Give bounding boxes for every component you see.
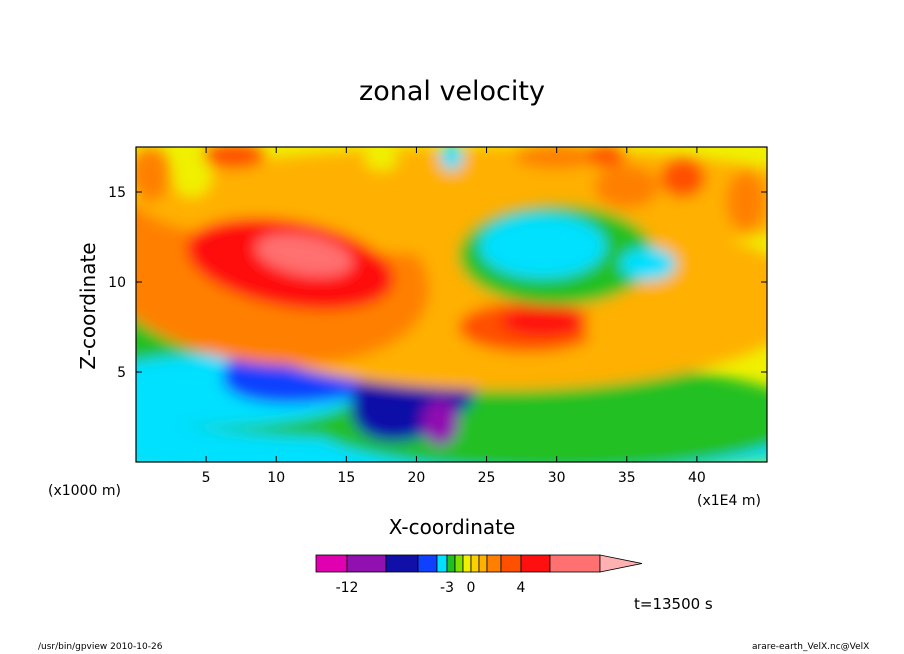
colorbar-segment-2 — [385, 554, 419, 573]
x-tick-label: 10 — [267, 470, 285, 486]
colorbar-segment-3 — [417, 554, 438, 573]
colorbar-arrow — [599, 554, 643, 573]
colorbar-segment-12 — [520, 554, 551, 573]
footer-right: arare-earth_VelX.nc@VelX — [752, 642, 870, 652]
y-tick-label: 15 — [108, 185, 126, 201]
velocity-region-7 — [136, 431, 221, 462]
velocity-region-17 — [479, 213, 606, 279]
velocity-region-26 — [440, 147, 463, 171]
velocity-region-27 — [364, 148, 399, 171]
velocity-region-22 — [203, 147, 265, 169]
y-tick-label: 5 — [117, 365, 126, 381]
x-tick-label: 20 — [408, 470, 426, 486]
x-tick-label: 5 — [202, 470, 211, 486]
x-tick-label: 35 — [618, 470, 636, 486]
footer-left: /usr/bin/gpview 2010-10-26 — [38, 642, 163, 652]
x-tick-label: 40 — [688, 470, 706, 486]
time-label: t=13500 s — [634, 595, 713, 613]
velocity-region-28 — [136, 147, 172, 201]
x-axis-label: X-coordinate — [388, 515, 516, 539]
colorbar-label: -12 — [336, 580, 359, 596]
velocity-region-14 — [500, 307, 585, 336]
velocity-region-21 — [726, 170, 766, 232]
colorbar-label: 4 — [517, 580, 526, 596]
colorbar-segment-5 — [446, 554, 456, 573]
velocity-region-19 — [594, 165, 660, 209]
velocity-region-6 — [422, 399, 459, 446]
velocity-region-25 — [172, 157, 212, 198]
velocity-region-20 — [660, 157, 706, 198]
colorbar-label: -3 — [440, 580, 454, 596]
colorbar-segment-6 — [454, 554, 464, 573]
colorbar-segment-4 — [436, 554, 448, 573]
x-tick-label: 30 — [548, 470, 566, 486]
x-axis-unit: (x1000 m) — [48, 483, 121, 499]
velocity-region-24 — [586, 147, 626, 167]
velocity-region-15 — [584, 300, 697, 354]
velocity-region-23 — [514, 147, 599, 169]
colorbar-segment-9 — [478, 554, 488, 573]
colorbar-segment-7 — [462, 554, 472, 573]
chart-title: zonal velocity — [359, 76, 545, 107]
y-axis-unit: (x1E4 m) — [697, 493, 761, 509]
colorbar-segment-1 — [346, 554, 387, 573]
colorbar-segment-11 — [500, 554, 522, 573]
x-tick-label: 25 — [478, 470, 496, 486]
plot-frame — [135, 146, 768, 463]
colorbar-label: 0 — [467, 580, 476, 596]
colorbar-segment-10 — [486, 554, 502, 573]
velocity-region-12 — [255, 233, 353, 277]
velocity-region-18 — [619, 247, 676, 281]
plot-area — [136, 147, 767, 462]
colorbar-segment-13 — [549, 554, 601, 573]
y-tick-label: 10 — [108, 275, 126, 291]
colorbar-segment-0 — [315, 554, 348, 573]
x-tick-label: 15 — [337, 470, 355, 486]
colorbar: -12 -3 0 4 — [315, 554, 643, 596]
colorbar-segment-8 — [470, 554, 480, 573]
